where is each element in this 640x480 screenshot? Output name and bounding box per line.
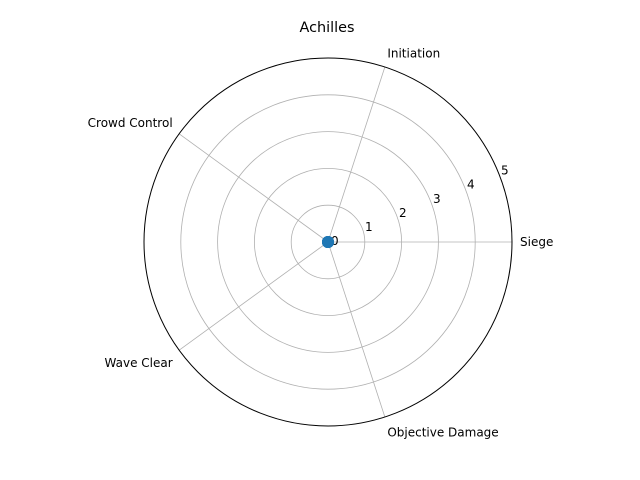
radar-spokes: [178, 66, 512, 418]
category-label: Siege: [520, 235, 553, 249]
category-labels: Siege Initiation Crowd Control Wave Clear Ob…: [88, 46, 554, 439]
category-label: Initiation: [387, 46, 440, 60]
spoke-line: [178, 241, 329, 351]
radial-tick-label: 4: [467, 178, 475, 192]
radial-tick-label: 3: [433, 192, 441, 206]
radial-tick-label: 0: [331, 234, 339, 248]
category-label: Objective Damage: [387, 426, 498, 440]
category-label: Crowd Control: [88, 116, 173, 130]
outer-circle: [143, 57, 513, 427]
category-label: Wave Clear: [105, 356, 173, 370]
spoke-line: [178, 133, 329, 243]
radial-tick-label: 5: [501, 164, 509, 178]
radial-tick-label: 1: [365, 220, 373, 234]
series-layer: [322, 236, 334, 248]
chart-title: Achilles: [300, 20, 355, 36]
radial-tick-label: 2: [399, 206, 407, 220]
radial-tick-labels: 0 1 2 3 4 5: [331, 164, 509, 248]
spoke-line: [327, 241, 386, 418]
radar-frame: [143, 57, 513, 427]
spoke-line: [327, 66, 386, 243]
data-point: [322, 236, 334, 248]
